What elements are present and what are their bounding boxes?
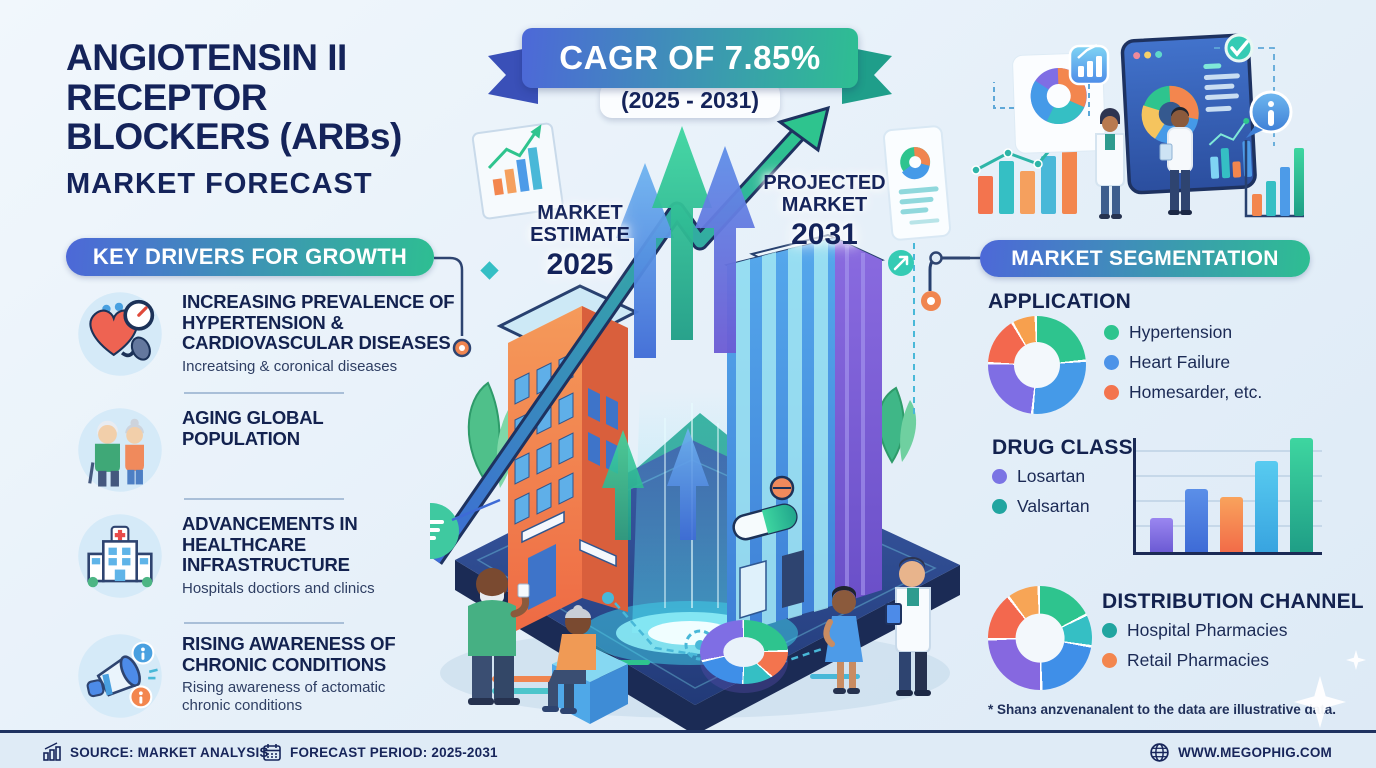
legend-dot (992, 469, 1007, 484)
driver-item-healthcare: ADVANCEMENTS IN HEALTHCARE INFRASTRUCTUR… (72, 508, 387, 604)
legend-dot (992, 499, 1007, 514)
market-segmentation-header: MARKET SEGMENTATION (980, 240, 1310, 277)
bar-2 (1220, 497, 1243, 552)
legend-item: Heart Failure (1104, 352, 1262, 373)
drug-class-legend: Losartan Valsartan (992, 466, 1090, 517)
sparkle-icon (1294, 676, 1346, 728)
hospital-icon (72, 508, 168, 604)
market-growth-illustration (430, 105, 970, 735)
driver-item-hypertension: INCREASING PREVALENCE OF HYPERTENSION & … (72, 286, 482, 382)
driver-subtitle: Hospitals doctiors and clinics (182, 580, 375, 598)
analytics-illustration (971, 33, 1304, 219)
donut-hole (1013, 341, 1061, 389)
driver-item-awareness: RISING AWARENESS OF CHRONIC CONDITIONS R… (72, 628, 417, 724)
legend-item: Homesarder, etc. (1104, 382, 1262, 403)
divider (184, 392, 344, 394)
legend-item: Retail Pharmacies (1102, 650, 1287, 671)
donut-hole (1015, 613, 1065, 663)
application-donut-chart (988, 316, 1086, 414)
divider (184, 622, 344, 624)
distribution-legend: Hospital Pharmacies Retail Pharmacies (1102, 620, 1287, 671)
projected-market-label: PROJECTED MARKET 2031 (752, 172, 897, 252)
legend-item: Hypertension (1104, 322, 1262, 343)
globe-icon (1150, 743, 1169, 762)
sparkle-icon (1346, 650, 1366, 670)
cagr-ribbon: CAGR OF 7.85% (522, 28, 858, 88)
legend-dot (1104, 385, 1119, 400)
footer-forecast-period: FORECAST PERIOD: 2025-2031 (262, 742, 498, 762)
drug-class-heading: DRUG CLASS (992, 436, 1133, 459)
legend-item: Losartan (992, 466, 1090, 487)
distribution-heading: DISTRIBUTION CHANNEL (1102, 590, 1364, 613)
legend-dot (1102, 653, 1117, 668)
driver-title: RISING AWARENESS OF CHRONIC CONDITIONS (182, 633, 396, 675)
bar-chart-icon (43, 742, 61, 761)
footer-website: WWW.MEGOPHIG.COM (1149, 742, 1332, 763)
market-estimate-year: 2025 (546, 248, 614, 281)
center-decorative-donut (700, 620, 788, 684)
footer-source: SOURCE: MARKET ANALYSIS (42, 742, 269, 762)
megaphone-icon (72, 628, 168, 724)
distribution-donut-chart (988, 586, 1092, 690)
bar-0 (1150, 517, 1173, 552)
key-drivers-connector-icon (434, 256, 472, 358)
legend-dot (1104, 325, 1119, 340)
segmentation-connector-icon (929, 251, 982, 265)
footer-bar: SOURCE: MARKET ANALYSIS FORECAST PERIOD:… (0, 730, 1376, 768)
bar-3 (1255, 460, 1278, 552)
driver-title: AGING GLOBAL POPULATION (182, 407, 324, 449)
page-subtitle: MARKET FORECAST (66, 168, 373, 200)
divider (184, 498, 344, 500)
market-estimate-label: MARKET ESTIMATE 2025 (505, 202, 655, 282)
legend-dot (1104, 355, 1119, 370)
footnote: * Shanз anzvenanalent to the data are il… (988, 702, 1337, 717)
projected-market-year: 2031 (791, 218, 858, 251)
drug-class-bar-chart (1133, 438, 1322, 555)
bar-1 (1185, 489, 1208, 552)
cagr-headline: CAGR OF 7.85% (559, 39, 821, 76)
page-title: ANGIOTENSIN II RECEPTOR BLOCKERS (ARBs) (66, 37, 402, 158)
cagr-period-tab: (2025 - 2031) (600, 82, 780, 118)
legend-item: Hospital Pharmacies (1102, 620, 1287, 641)
calendar-icon (263, 744, 281, 761)
driver-title: ADVANCEMENTS IN HEALTHCARE INFRASTRUCTUR… (182, 513, 358, 576)
driver-subtitle: Rising awareness of actomatic chronic co… (182, 679, 386, 715)
cagr-period: (2025 - 2031) (620, 86, 760, 113)
application-legend: Hypertension Heart Failure Homesarder, e… (1104, 322, 1262, 403)
application-heading: APPLICATION (988, 290, 1131, 313)
legend-dot (1102, 623, 1117, 638)
driver-title: INCREASING PREVALENCE OF HYPERTENSION & … (182, 291, 455, 354)
driver-item-aging: AGING GLOBAL POPULATION (72, 402, 352, 498)
elderly-couple-icon (72, 402, 168, 498)
key-drivers-header: KEY DRIVERS FOR GROWTH (66, 238, 434, 276)
donut-hole (723, 636, 765, 668)
legend-item: Valsartan (992, 496, 1090, 517)
heart-blood-pressure-icon (72, 286, 168, 382)
bar-4 (1290, 438, 1313, 552)
driver-subtitle: Increatsing & coronical diseases (182, 358, 398, 376)
